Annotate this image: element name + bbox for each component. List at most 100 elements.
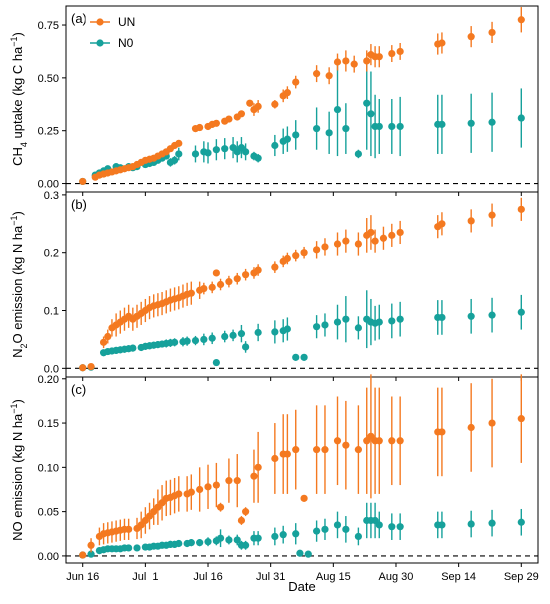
data-point	[388, 49, 396, 58]
data-point	[488, 211, 496, 219]
data-point	[467, 312, 475, 320]
data-point	[333, 58, 342, 66]
data-point	[212, 269, 220, 277]
data-point	[321, 243, 329, 251]
data-point	[208, 283, 216, 291]
data-point	[371, 237, 379, 245]
data-point	[196, 123, 204, 132]
y-axis-title: NO emission (kg N ha−1)	[9, 399, 25, 541]
panel-frame	[65, 191, 539, 378]
data-point	[296, 549, 304, 557]
data-point	[212, 119, 220, 127]
x-tick-label: Aug 15	[316, 571, 351, 583]
data-point	[325, 129, 333, 137]
data-point	[212, 146, 220, 154]
data-point	[225, 115, 233, 123]
y-tick-label: 0.3	[44, 190, 59, 202]
data-point	[388, 231, 396, 239]
data-point	[300, 494, 308, 502]
data-point	[363, 99, 371, 107]
data-point	[250, 472, 258, 480]
data-point	[171, 338, 179, 346]
data-point	[517, 205, 525, 213]
data-point	[271, 263, 279, 271]
y-axis-title-close: )	[10, 32, 25, 36]
data-point	[304, 550, 312, 558]
data-point	[396, 47, 404, 56]
panel-tag: (c)	[71, 382, 86, 397]
data-point	[216, 534, 225, 542]
data-point	[79, 364, 87, 372]
data-point	[388, 122, 396, 131]
y-axis-title-main: CH	[10, 147, 25, 166]
data-point	[233, 477, 241, 485]
data-point	[283, 450, 291, 458]
data-point	[342, 237, 350, 245]
data-point	[254, 328, 262, 337]
data-point	[488, 118, 496, 126]
data-point	[79, 177, 87, 186]
data-point	[225, 536, 233, 544]
data-point	[388, 317, 396, 325]
data-point	[254, 534, 262, 542]
data-point	[313, 527, 321, 535]
data-point	[342, 124, 350, 133]
series-n0	[79, 290, 525, 372]
legend-marker-un	[96, 18, 104, 26]
data-point	[204, 483, 212, 491]
data-point	[254, 463, 262, 471]
y-axis-title-close: )	[10, 399, 25, 403]
data-point	[313, 446, 321, 454]
data-point	[517, 16, 525, 24]
data-point	[396, 228, 404, 237]
data-point	[438, 521, 446, 529]
y-axis-title-text: uptake (kg C ha	[10, 46, 25, 142]
data-point	[354, 446, 362, 454]
data-point	[283, 325, 291, 333]
data-point	[242, 508, 250, 516]
data-point	[313, 246, 321, 254]
data-point	[333, 240, 342, 248]
data-point	[292, 446, 300, 454]
data-point	[175, 490, 183, 498]
panel-b: 0.0 0.1 0.2 0.3 (b) N2O emission (kg N ha−1)	[9, 190, 539, 381]
data-point	[367, 228, 375, 237]
data-point	[342, 525, 350, 533]
data-point	[283, 254, 291, 263]
data-point	[191, 336, 200, 345]
data-point	[216, 280, 225, 289]
data-point	[242, 271, 250, 279]
panel-a: 0.00 0.25 0.50 0.75 (a) CH4 uptake (kg C ha−1…	[9, 5, 539, 196]
data-point	[388, 437, 396, 445]
data-point	[283, 89, 291, 97]
y-axis-title-subscript: 4	[19, 142, 29, 147]
y-axis-title-text: O emission (kg N ha	[10, 225, 25, 344]
data-point	[87, 541, 95, 549]
series-un	[79, 197, 525, 372]
data-point	[354, 324, 362, 332]
y-axis-title-superscript: −1	[9, 36, 19, 46]
data-point	[396, 315, 404, 323]
data-point	[375, 521, 383, 529]
data-point	[208, 334, 216, 342]
data-point	[283, 135, 291, 143]
data-point	[488, 28, 496, 37]
data-point	[313, 323, 321, 331]
data-point	[254, 154, 262, 162]
data-point	[104, 332, 112, 341]
x-tick-label: Jul 31	[256, 571, 285, 583]
y-tick-label: 0.25	[38, 126, 59, 138]
data-point	[254, 266, 262, 274]
data-point	[292, 251, 300, 260]
data-point	[79, 551, 87, 559]
data-point	[375, 437, 383, 445]
data-point	[242, 148, 250, 156]
data-point	[467, 33, 475, 41]
data-point	[467, 119, 475, 127]
data-point	[212, 481, 220, 489]
data-point	[233, 536, 241, 544]
data-point	[212, 358, 220, 367]
data-point	[292, 131, 300, 139]
x-tick-label: Aug 30	[379, 571, 414, 583]
data-point	[517, 308, 525, 316]
